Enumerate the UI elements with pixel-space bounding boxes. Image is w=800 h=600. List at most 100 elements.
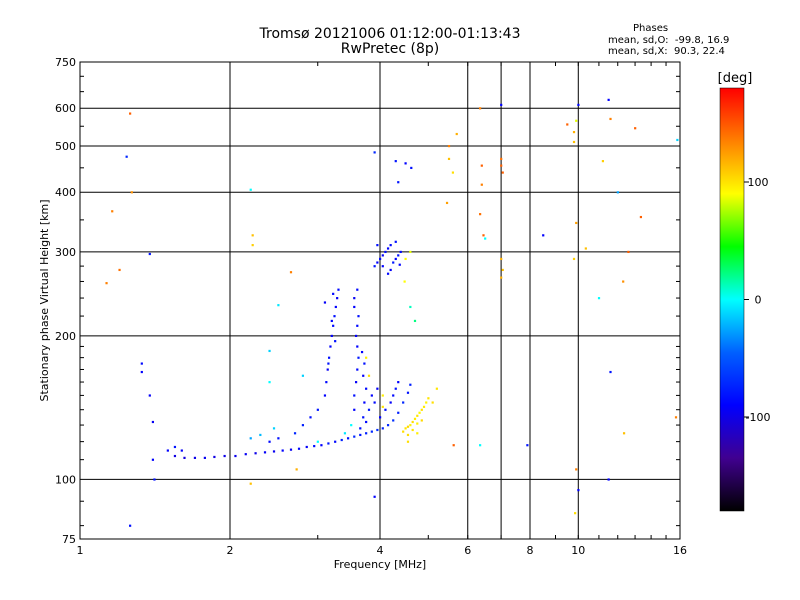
data-point — [479, 107, 482, 110]
data-point — [334, 340, 337, 343]
colorbar-ticks: 100 0 -100 — [744, 176, 770, 424]
data-point — [305, 445, 308, 449]
data-point — [343, 432, 347, 435]
data-point — [268, 440, 271, 443]
data-point — [386, 424, 390, 427]
data-point — [406, 425, 410, 428]
data-point — [634, 127, 637, 130]
data-point — [397, 411, 400, 414]
data-point — [572, 130, 576, 134]
data-point — [249, 482, 252, 485]
data-point — [480, 183, 483, 186]
data-point — [500, 164, 503, 167]
data-point — [416, 422, 419, 425]
data-point — [607, 478, 610, 481]
data-point — [295, 468, 298, 471]
data-point — [420, 408, 423, 411]
data-point — [392, 419, 395, 422]
data-point — [389, 244, 392, 247]
data-point — [379, 257, 382, 261]
x-tick-label: 6 — [464, 544, 471, 557]
grid-lines — [80, 62, 680, 539]
data-point — [447, 157, 451, 161]
data-point — [370, 430, 373, 433]
data-point — [376, 428, 379, 432]
data-point — [397, 381, 400, 384]
data-point — [410, 166, 413, 170]
data-point — [293, 432, 297, 435]
data-point — [566, 123, 569, 126]
data-point — [607, 98, 610, 101]
data-point — [386, 272, 390, 275]
data-point — [409, 305, 412, 309]
data-point — [359, 433, 362, 437]
data-point — [397, 254, 400, 257]
data-point — [676, 138, 679, 142]
data-point — [500, 257, 503, 261]
data-point — [173, 445, 177, 449]
data-point — [268, 381, 271, 384]
data-point — [394, 257, 397, 261]
data-point — [409, 383, 412, 386]
data-point — [332, 292, 335, 295]
data-point — [277, 437, 280, 440]
chart-title: Tromsø 20121006 01:12:00-01:13:43 — [259, 26, 521, 42]
y-tick-label: 400 — [55, 186, 76, 199]
y-tick-label: 750 — [55, 56, 76, 69]
data-point — [183, 456, 186, 459]
data-point — [354, 334, 358, 338]
data-point — [376, 387, 379, 390]
data-point — [622, 280, 625, 283]
data-point — [259, 433, 262, 437]
data-point — [479, 444, 482, 447]
data-point — [329, 345, 332, 348]
data-point — [153, 478, 156, 481]
data-point — [332, 324, 335, 327]
data-point — [403, 280, 406, 283]
phase-info-title: Phases — [633, 23, 669, 34]
data-point — [289, 271, 293, 274]
data-point — [140, 370, 143, 374]
data-point — [418, 411, 421, 414]
data-point — [584, 247, 587, 250]
colorbar-tick-label: 0 — [755, 294, 762, 307]
data-point — [333, 315, 336, 318]
data-point — [148, 252, 151, 256]
data-point — [151, 420, 155, 424]
data-point — [500, 157, 503, 161]
data-point — [327, 356, 331, 359]
data-point — [370, 394, 373, 397]
data-point — [140, 362, 143, 365]
data-point — [330, 319, 333, 323]
data-point — [365, 356, 368, 359]
data-point — [327, 442, 330, 445]
x-tick-label: 16 — [673, 544, 687, 557]
data-point — [609, 117, 612, 121]
data-point — [373, 495, 376, 498]
data-point — [616, 191, 619, 194]
data-point — [447, 144, 451, 148]
data-point — [254, 452, 257, 455]
data-point — [272, 450, 276, 453]
data-point — [130, 191, 133, 194]
data-point — [389, 268, 392, 272]
data-point — [263, 451, 267, 454]
data-point — [501, 171, 504, 174]
y-tick-label: 500 — [55, 140, 76, 153]
data-point — [356, 288, 359, 291]
data-point — [500, 276, 503, 279]
data-point — [356, 324, 359, 327]
data-point — [674, 416, 678, 419]
data-point — [409, 250, 412, 254]
data-point — [381, 265, 384, 268]
data-point — [249, 188, 252, 191]
data-point — [356, 368, 359, 371]
data-point — [394, 240, 397, 243]
data-point — [398, 263, 401, 266]
data-point — [350, 424, 353, 427]
data-point — [234, 454, 237, 458]
data-point — [251, 234, 254, 237]
data-point — [376, 244, 379, 247]
data-point — [354, 381, 358, 384]
data-point — [452, 444, 455, 447]
